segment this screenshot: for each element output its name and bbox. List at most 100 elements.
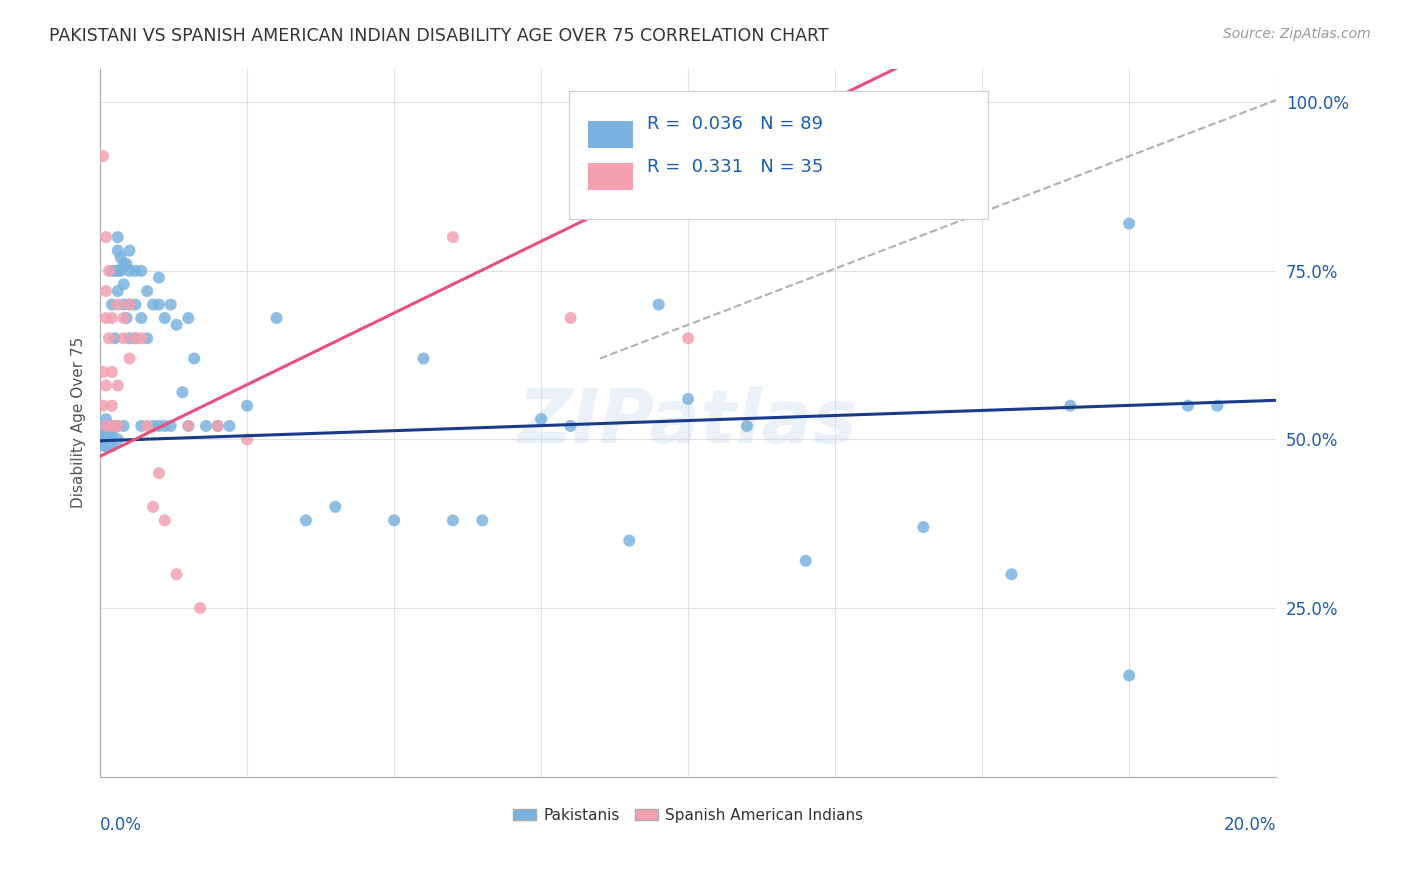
Point (94, 284, 117, 298)
Point (124, 297, 146, 311)
Point (148, 466, 170, 480)
Point (177, 419, 200, 434)
Point (129, 264, 152, 278)
Point (124, 264, 146, 278)
Point (97, 439, 120, 453)
Point (142, 419, 165, 434)
Legend: Pakistanis, Spanish American Indians: Pakistanis, Spanish American Indians (506, 802, 870, 830)
Point (107, 433, 129, 447)
Point (441, 513, 464, 527)
Point (124, 331, 146, 345)
Point (107, 230, 129, 244)
Point (112, 257, 135, 271)
Point (107, 419, 129, 434)
Point (148, 297, 170, 311)
Point (136, 419, 159, 434)
Point (136, 331, 159, 345)
Point (94, 230, 117, 244)
Point (91, 399, 114, 413)
Point (188, 601, 211, 615)
Point (91, 419, 114, 434)
Point (153, 311, 176, 326)
Point (94, 378, 117, 392)
Point (735, 419, 758, 434)
Point (97, 425, 120, 440)
Point (295, 513, 318, 527)
FancyBboxPatch shape (588, 121, 633, 148)
Point (166, 567, 188, 582)
Point (207, 419, 229, 434)
Point (236, 399, 259, 413)
Point (129, 331, 152, 345)
Point (112, 419, 135, 434)
Point (107, 419, 129, 434)
Point (148, 419, 170, 434)
Point (101, 439, 124, 453)
FancyBboxPatch shape (569, 91, 988, 219)
Point (159, 297, 181, 311)
Point (97, 419, 120, 434)
Point (97, 331, 120, 345)
Text: Source: ZipAtlas.com: Source: ZipAtlas.com (1223, 27, 1371, 41)
Point (91, 365, 114, 379)
Point (112, 311, 135, 326)
Point (266, 311, 288, 326)
Point (101, 419, 124, 434)
Point (94, 425, 117, 440)
Point (94, 311, 117, 326)
Point (676, 392, 699, 406)
Point (112, 331, 135, 345)
Point (107, 378, 129, 392)
Point (142, 297, 165, 311)
Point (112, 297, 135, 311)
Point (218, 419, 240, 434)
Point (1059, 399, 1081, 413)
Point (101, 419, 124, 434)
Text: PAKISTANI VS SPANISH AMERICAN INDIAN DISABILITY AGE OVER 75 CORRELATION CHART: PAKISTANI VS SPANISH AMERICAN INDIAN DIS… (49, 27, 828, 45)
Point (94, 433, 117, 447)
Text: 0.0%: 0.0% (100, 815, 142, 833)
Point (107, 244, 129, 258)
Point (207, 419, 229, 434)
Point (172, 385, 194, 400)
Point (794, 554, 817, 568)
Point (166, 318, 188, 332)
Point (107, 297, 129, 311)
Point (94, 425, 117, 440)
Point (441, 230, 464, 244)
Point (101, 264, 124, 278)
Text: R =  0.331   N = 35: R = 0.331 N = 35 (647, 158, 824, 176)
Point (91, 433, 114, 447)
Point (91, 149, 114, 163)
Point (153, 419, 176, 434)
Point (1206, 399, 1229, 413)
Point (101, 365, 124, 379)
Text: R =  0.036   N = 89: R = 0.036 N = 89 (647, 115, 823, 134)
Point (129, 311, 152, 326)
Text: ZIPatlas: ZIPatlas (519, 386, 858, 459)
Point (118, 297, 141, 311)
Point (118, 297, 141, 311)
Point (153, 513, 176, 527)
Point (97, 264, 120, 278)
Point (560, 311, 582, 326)
Point (118, 264, 141, 278)
Point (236, 433, 259, 447)
FancyBboxPatch shape (588, 163, 633, 190)
Point (530, 412, 553, 426)
Point (115, 257, 138, 271)
Point (619, 533, 641, 548)
Point (94, 439, 117, 453)
Point (94, 412, 117, 426)
Point (115, 311, 138, 326)
Point (148, 270, 170, 285)
Point (1177, 399, 1199, 413)
Point (118, 331, 141, 345)
Point (96, 433, 118, 447)
Point (124, 331, 146, 345)
Point (1118, 217, 1140, 231)
Point (194, 419, 217, 434)
Point (112, 277, 135, 292)
Point (104, 264, 127, 278)
Point (177, 419, 200, 434)
